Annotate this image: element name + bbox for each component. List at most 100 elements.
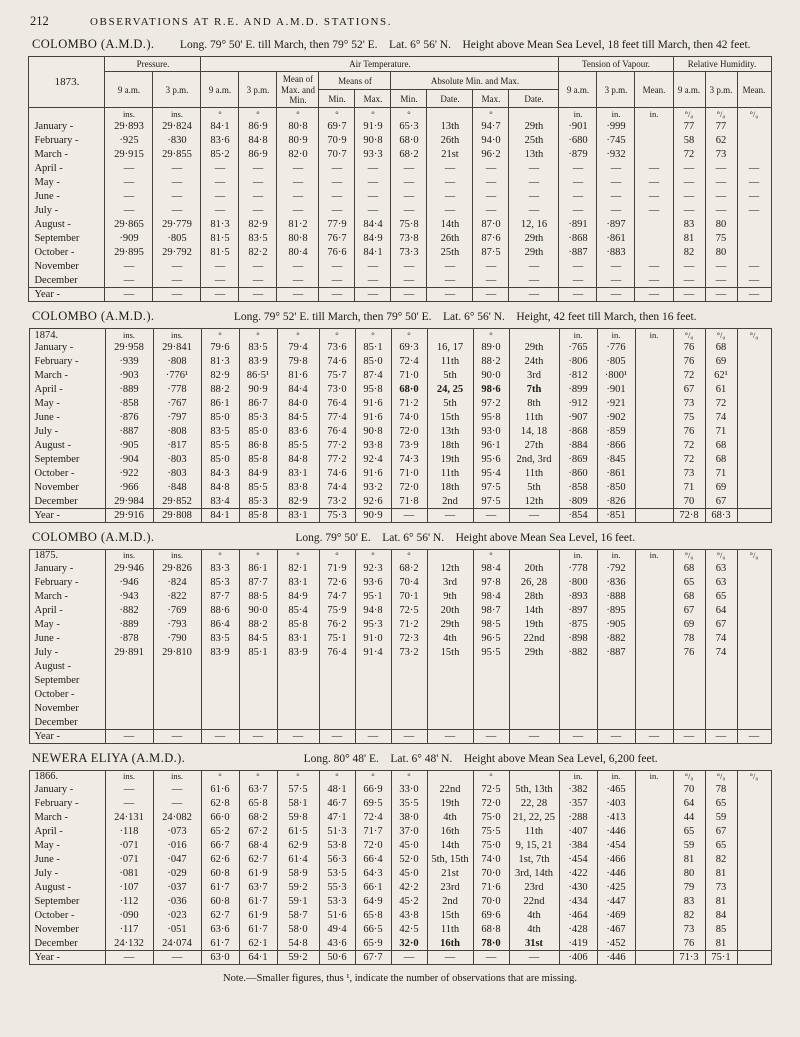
month-row: June - ·878·790 83·5 84·5 83·1 75·1 91·0 72·3 4t… <box>28 631 772 646</box>
value-cell: 73 <box>672 922 706 937</box>
value-cell: ·800¹ <box>596 368 636 383</box>
value-cell <box>634 645 674 660</box>
value-cell <box>736 382 772 397</box>
value-cell <box>736 340 772 355</box>
value-cell: ·680 <box>558 133 598 148</box>
value-cell: 66·1 <box>354 880 392 895</box>
value-cell: ·117 <box>104 922 154 937</box>
value-cell: ·932 <box>596 147 636 162</box>
value-cell: ·406 <box>558 950 598 965</box>
value-cell: 53·5 <box>318 866 356 881</box>
value-cell: 95·6 <box>472 452 510 467</box>
value-cell: ·878 <box>104 631 154 646</box>
value-cell: 81 <box>672 852 706 867</box>
value-cell <box>276 687 320 702</box>
value-cell: 21st <box>426 147 474 162</box>
value-cell: 73·6 <box>318 340 356 355</box>
value-cell: ·925 <box>104 133 154 148</box>
value-cell: — <box>672 729 706 744</box>
value-cell: 16th <box>426 936 474 951</box>
value-cell: 29·852 <box>152 494 202 509</box>
unit-label <box>508 549 560 562</box>
value-cell: 18th <box>426 480 474 495</box>
value-cell: 70·1 <box>390 589 428 604</box>
value-cell: 61·6 <box>200 782 240 797</box>
value-cell: ·790 <box>152 631 202 646</box>
value-cell: 70·9 <box>318 133 356 148</box>
value-cell: — <box>318 273 356 288</box>
value-cell: — <box>200 175 240 190</box>
value-cell: 95·8 <box>354 382 392 397</box>
value-cell: 66·0 <box>200 810 240 825</box>
unit-label: ins. <box>152 770 202 783</box>
value-cell: 29th <box>508 340 560 355</box>
value-cell: 68·2 <box>390 147 428 162</box>
value-cell: 71·0 <box>390 368 428 383</box>
month-row: February - ·939·808 81·3 83·9 79·8 74·6 85·0 72… <box>28 354 772 369</box>
value-cell: 73·0 <box>318 382 356 397</box>
value-cell <box>318 659 356 674</box>
unit-label: °/₀ <box>736 549 772 562</box>
value-cell: 52·0 <box>390 852 428 867</box>
value-cell: — <box>426 189 474 204</box>
value-cell: — <box>558 175 598 190</box>
value-cell: 81 <box>672 231 706 246</box>
value-cell: ·909 <box>104 231 154 246</box>
value-cell: ·037 <box>152 880 202 895</box>
value-cell <box>238 715 278 730</box>
value-cell <box>318 687 356 702</box>
month-row: July -29·891 29·810 83·9 85·1 83·9 76·4 91·4 73… <box>28 645 772 660</box>
value-cell: 31st <box>508 936 560 951</box>
value-cell: — <box>238 287 278 302</box>
value-cell: ·868 <box>558 231 598 246</box>
value-cell: 58·1 <box>276 796 320 811</box>
value-cell: 16th <box>426 824 474 839</box>
month-label: March - <box>28 810 106 825</box>
unit-label: in. <box>558 549 598 562</box>
value-cell: 78·0 <box>472 936 510 951</box>
value-cell <box>426 701 474 716</box>
value-cell: — <box>152 950 202 965</box>
value-cell: 29·893 <box>104 119 154 134</box>
value-cell: — <box>104 729 154 744</box>
value-cell <box>634 782 674 797</box>
value-cell: 82 <box>704 852 738 867</box>
value-cell: 72·0 <box>390 480 428 495</box>
month-label: November <box>28 922 106 937</box>
value-cell <box>634 452 674 467</box>
value-cell: — <box>596 273 636 288</box>
value-cell: 59·2 <box>276 950 320 965</box>
value-cell: 5th <box>426 368 474 383</box>
value-cell: 92·4 <box>354 452 392 467</box>
unit-label: ° <box>276 107 320 120</box>
value-cell: 61·7 <box>200 936 240 951</box>
value-cell: 74·0 <box>390 410 428 425</box>
value-cell: 60·8 <box>200 866 240 881</box>
year-label: 1874. <box>28 328 106 341</box>
unit-label: in. <box>634 549 674 562</box>
value-cell: 61·7 <box>238 894 278 909</box>
month-row: December 29·984 29·852 83·4 85·3 82·9 73·2 92·6… <box>28 494 772 509</box>
value-cell: 59 <box>704 810 738 825</box>
month-row: April - ·118·073 65·2 67·2 61·5 51·3 71·7 37·0 1… <box>28 824 772 839</box>
value-cell: ·882 <box>104 603 154 618</box>
value-cell <box>736 687 772 702</box>
value-cell: 79·4 <box>276 340 320 355</box>
value-cell: 85·1 <box>354 340 392 355</box>
value-cell: 24, 25 <box>426 382 474 397</box>
value-cell: ·073 <box>152 824 202 839</box>
value-cell <box>596 673 636 688</box>
value-cell: — <box>390 273 428 288</box>
value-cell: 61·5 <box>276 824 320 839</box>
value-cell <box>634 438 674 453</box>
value-cell: — <box>634 273 674 288</box>
value-cell: 89·0 <box>472 340 510 355</box>
value-cell: ·883 <box>596 245 636 260</box>
value-cell: ·850 <box>596 480 636 495</box>
value-cell <box>736 354 772 369</box>
value-cell: 72·0 <box>472 796 510 811</box>
col-max: Max. <box>472 89 510 109</box>
value-cell: 84·8 <box>276 452 320 467</box>
value-cell: 82·1 <box>276 561 320 576</box>
value-cell: ·966 <box>104 480 154 495</box>
